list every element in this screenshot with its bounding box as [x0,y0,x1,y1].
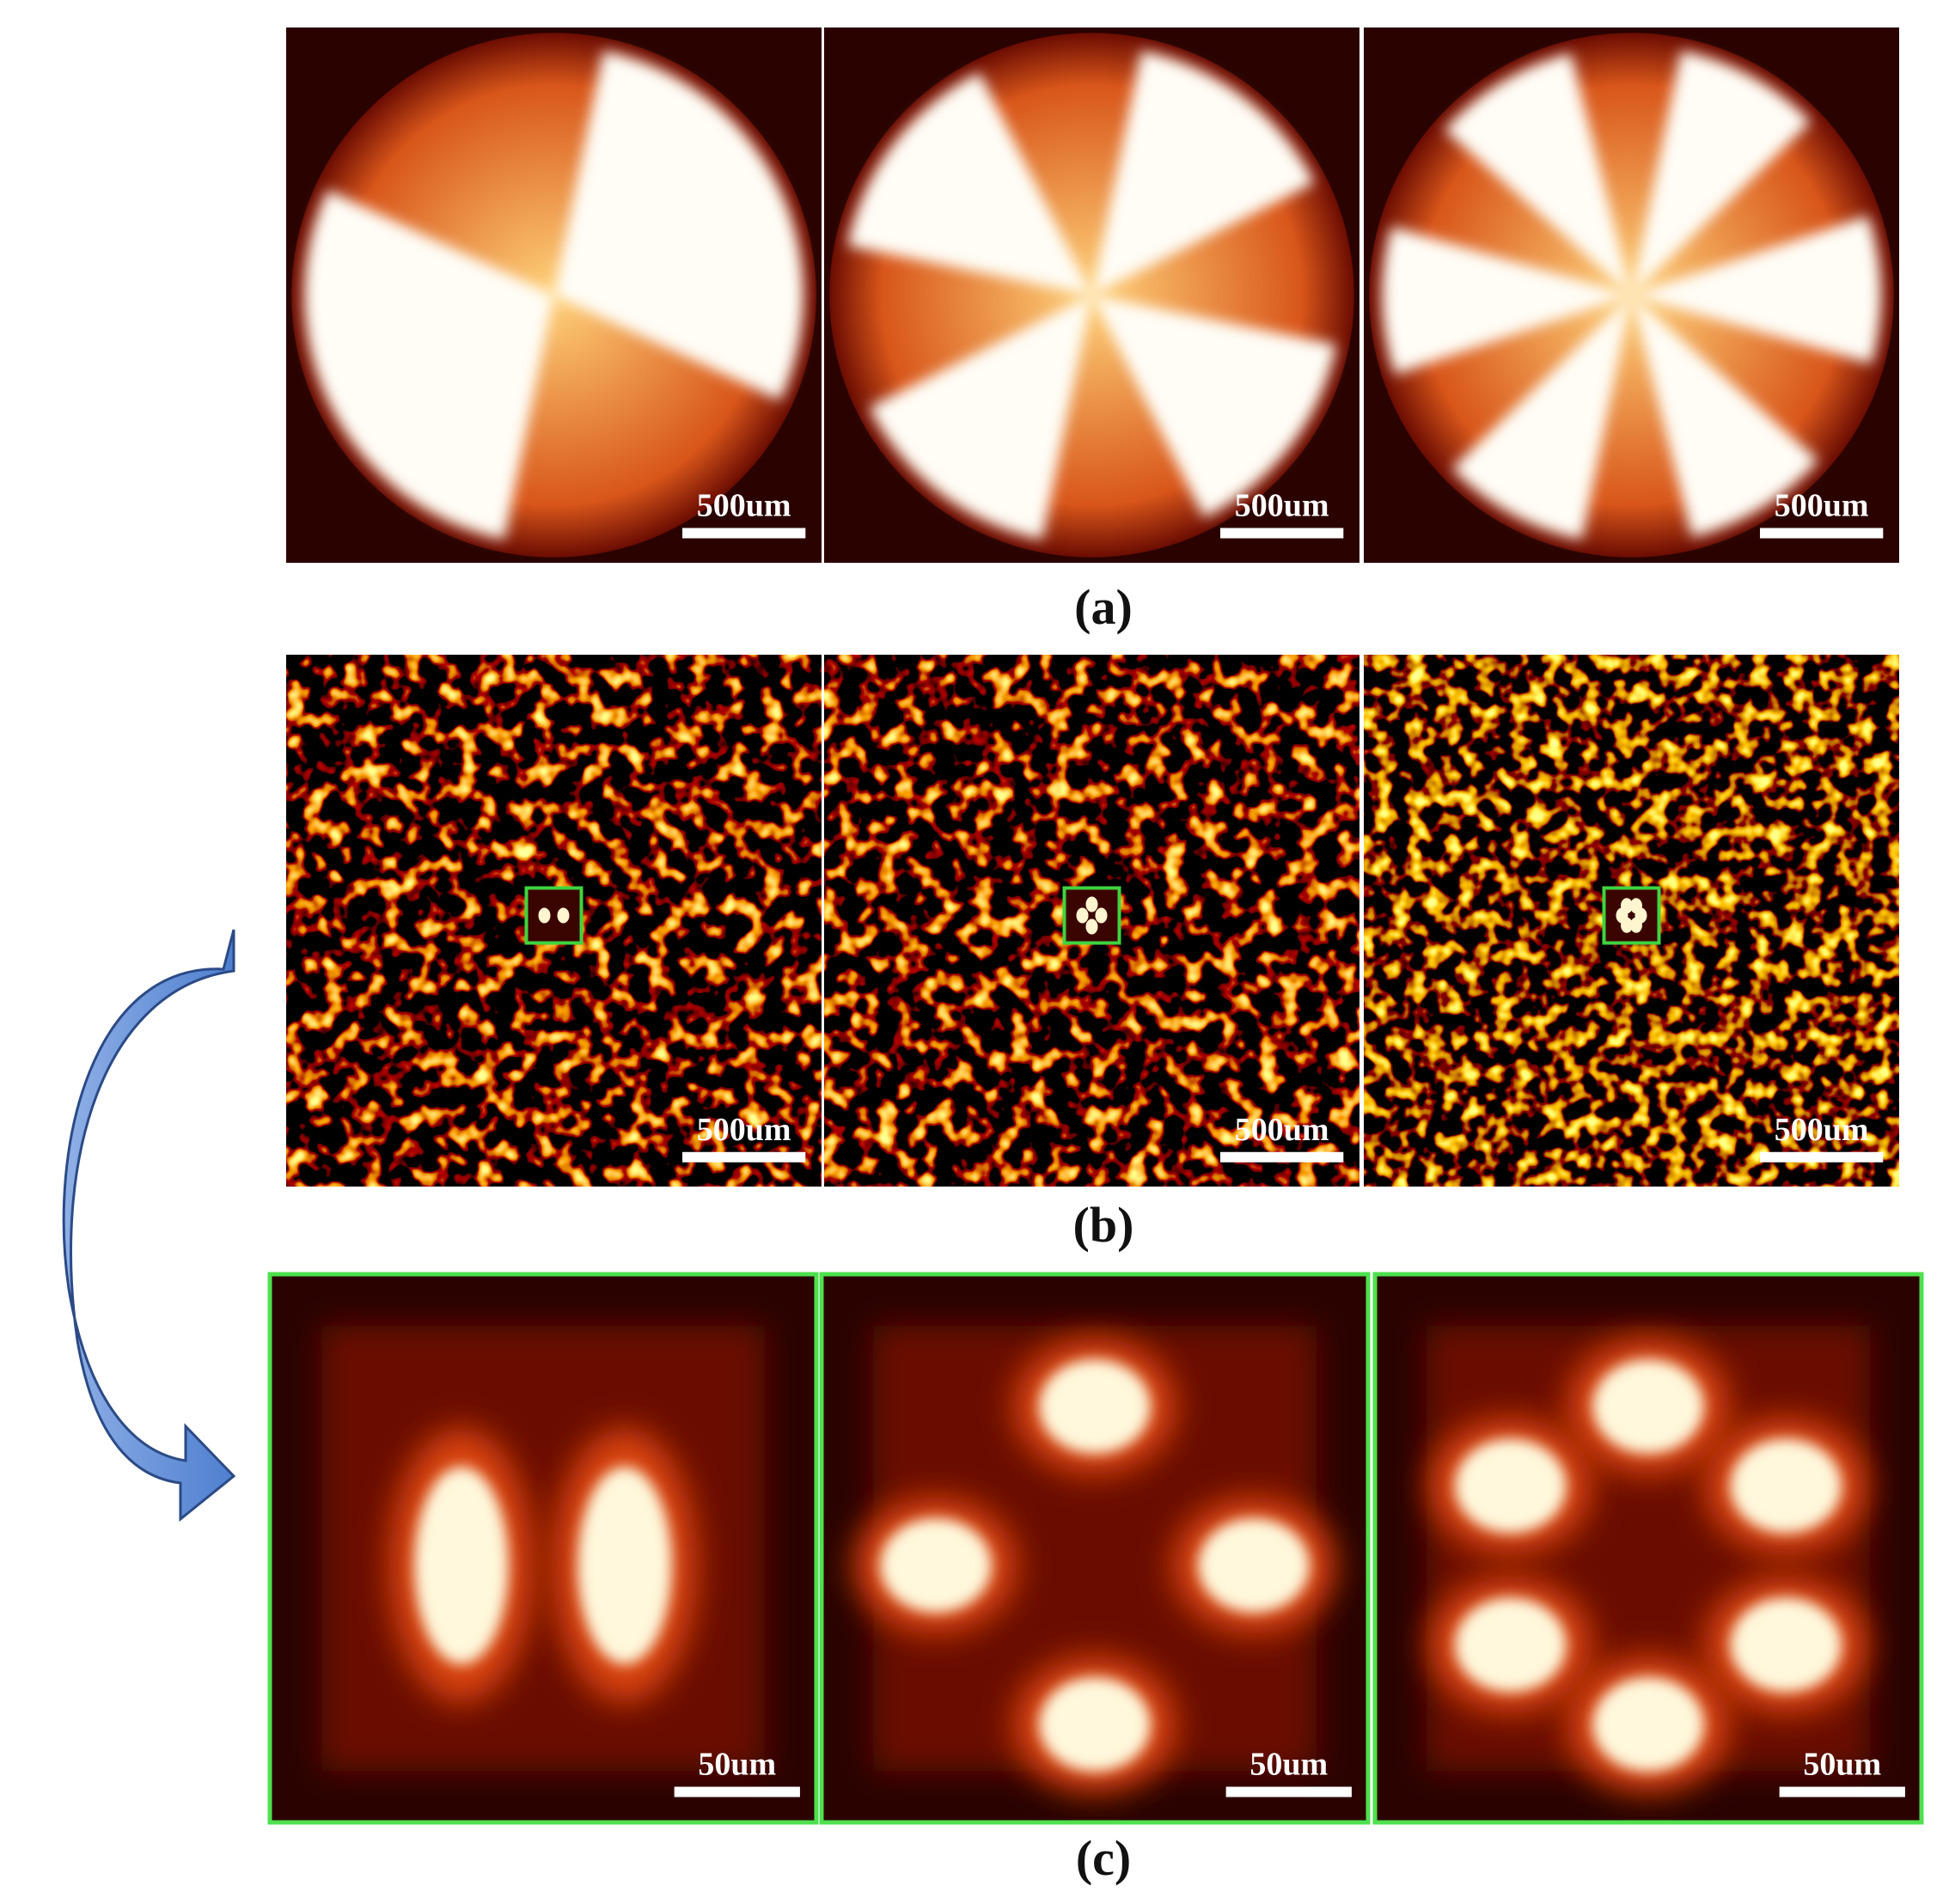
mode-spot [1076,907,1089,924]
roi-box [1602,886,1661,945]
roi-bg [1604,888,1659,943]
lobe [1091,51,1315,296]
mode-spot [1621,898,1633,914]
scale-bar [1220,1151,1344,1163]
lobe [1382,226,1632,375]
roi-box [524,886,583,945]
mode-lobe [414,1467,509,1664]
mode-lobe [1039,1359,1151,1454]
panel-label: (a) [1074,579,1133,635]
glow [321,1326,765,1771]
panel: 500um [286,655,822,1187]
mode-spot [1630,898,1642,914]
lobe [1452,295,1632,540]
arrow [62,929,236,1523]
mode-lobe [1730,1597,1842,1693]
mode-lobe [1592,1359,1704,1454]
lobe [553,51,803,400]
panel: 500um [1364,655,1899,1187]
panel-label: (b) [1073,1197,1134,1253]
mode-lobe [1198,1518,1310,1613]
mode-spot [1085,896,1098,912]
mode-lobe [1592,1677,1704,1772]
panel: 500um [1364,27,1899,563]
lobe [869,295,1092,540]
beam-disk [829,33,1354,558]
mode-spot [1630,917,1642,933]
scale-label: 50um [1249,1747,1328,1783]
panel: 50um [270,1274,816,1822]
scale-bar [682,1151,806,1163]
lobe [847,72,1092,296]
mode-spot [557,907,570,924]
lobe [1631,295,1818,537]
scale-bar [1760,528,1884,539]
mode-lobe [1730,1438,1842,1534]
mode-lobe [577,1467,672,1664]
lobe [1631,51,1811,296]
scale-label: 500um [1775,1112,1869,1148]
panel-border [819,1272,1371,1825]
roi-box [1062,886,1121,945]
panel: 500um [824,27,1359,563]
scale-bar [682,528,806,539]
panel: 50um [1375,1274,1922,1822]
scale-label: 50um [1803,1747,1881,1783]
scale-bar [1779,1786,1905,1797]
panel: 50um [822,1274,1368,1822]
scale-label: 500um [1235,1112,1329,1148]
panel: 500um [824,655,1359,1187]
mode-spot [538,907,551,924]
scale-label: 500um [1775,488,1869,524]
scale-label: 500um [1235,488,1329,524]
scale-bar [674,1786,800,1797]
scale-bar [1760,1151,1884,1163]
lobe [304,190,554,540]
scale-label: 500um [697,488,791,524]
scale-label: 500um [697,1112,791,1148]
mode-lobe [1454,1597,1567,1693]
panel-border [267,1272,819,1825]
mode-spot [1095,907,1108,924]
panel-label: (c) [1076,1830,1131,1886]
mode-lobe [1454,1438,1567,1534]
panel-border [1372,1272,1924,1825]
scale-bar [1220,528,1344,539]
mode-lobe [1039,1677,1151,1772]
roi-bg [1064,888,1120,943]
mode-spot [1085,918,1098,935]
lobe [1091,295,1336,518]
roi-bg [526,888,582,943]
lobe [1445,53,1632,296]
scale-label: 50um [698,1747,776,1783]
scale-bar [1225,1786,1352,1797]
panel: 500um [286,27,822,563]
mode-lobe [880,1518,992,1613]
lobe [1631,216,1881,364]
